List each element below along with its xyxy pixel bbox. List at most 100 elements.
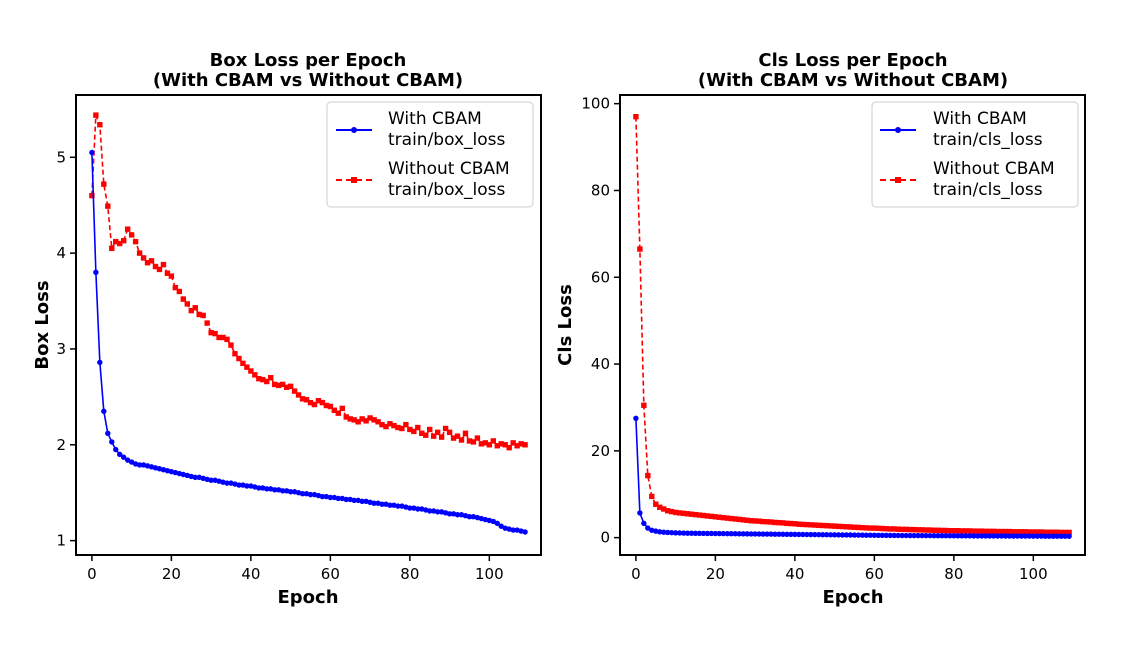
cls-loss-point-without-cbam	[1026, 529, 1033, 535]
cls-loss-x-tick-label: 0	[631, 565, 641, 583]
cls-loss-point-without-cbam	[688, 511, 695, 517]
cls-loss-point-without-cbam	[855, 524, 862, 531]
cls-loss-point-without-cbam	[736, 516, 742, 523]
box-loss-point-without-cbam	[343, 414, 349, 420]
box-loss-point-with-cbam	[113, 446, 119, 453]
cls-loss-chart: Cls Loss per Epoch (With CBAM vs Without…	[555, 50, 1086, 608]
box-loss-point-with-cbam	[494, 520, 500, 527]
box-loss-point-with-cbam	[466, 513, 473, 520]
box-loss-point-without-cbam	[136, 250, 143, 256]
cls-loss-point-without-cbam	[919, 527, 925, 533]
cls-loss-point-without-cbam	[899, 526, 905, 533]
cls-loss-point-with-cbam	[1062, 533, 1068, 539]
box-loss-point-without-cbam	[502, 442, 508, 448]
cls-loss-point-without-cbam	[657, 504, 663, 510]
box-loss-point-without-cbam	[506, 444, 512, 451]
cls-loss-point-with-cbam	[1018, 533, 1025, 539]
cls-loss-x-tick-label: 20	[706, 565, 725, 583]
cls-loss-point-with-cbam	[804, 531, 810, 538]
box-loss-point-without-cbam	[486, 442, 493, 448]
box-loss-point-without-cbam	[291, 388, 298, 394]
cls-loss-point-without-cbam	[974, 528, 981, 534]
box-loss-point-without-cbam	[124, 226, 131, 232]
cls-loss-point-with-cbam	[796, 531, 802, 538]
box-loss-point-with-cbam	[105, 430, 111, 436]
box-loss-point-with-cbam	[434, 509, 441, 515]
cls-loss-point-without-cbam	[700, 512, 707, 519]
cls-loss-point-without-cbam	[720, 514, 727, 521]
box-loss-point-without-cbam	[295, 392, 302, 398]
cls-loss-point-without-cbam	[812, 522, 818, 528]
cls-loss-point-with-cbam	[859, 532, 866, 538]
box-loss-y-axis-label: Box Loss	[32, 280, 53, 369]
cls-loss-point-with-cbam	[998, 533, 1005, 539]
cls-loss-point-without-cbam	[1022, 529, 1029, 535]
cls-loss-point-with-cbam	[895, 532, 901, 539]
box-loss-point-without-cbam	[287, 383, 294, 390]
cls-loss-point-without-cbam	[661, 506, 667, 512]
cls-loss-point-with-cbam	[847, 532, 854, 538]
box-loss-point-without-cbam	[367, 415, 373, 421]
cls-loss-point-with-cbam	[871, 532, 878, 538]
box-loss-axes-frame	[75, 94, 542, 556]
cls-loss-point-with-cbam	[680, 530, 687, 536]
cls-loss-point-with-cbam	[1002, 533, 1009, 539]
box-loss-point-without-cbam	[427, 426, 433, 433]
cls-loss-point-with-cbam	[712, 530, 719, 537]
cls-loss-point-with-cbam	[684, 530, 691, 536]
box-loss-point-with-cbam	[101, 408, 107, 414]
cls-loss-point-with-cbam	[899, 532, 905, 539]
box-loss-point-without-cbam	[144, 260, 151, 266]
cls-loss-point-without-cbam	[668, 508, 675, 515]
box-loss-point-without-cbam	[407, 426, 413, 433]
cls-loss-title-line1: Cls Loss per Epoch	[758, 50, 947, 71]
cls-loss-point-with-cbam	[756, 531, 762, 537]
cls-loss-legend-without-cbam-marker	[895, 177, 901, 183]
cls-loss-x-tick-label: 80	[944, 565, 963, 583]
box-loss-point-without-cbam	[434, 429, 441, 436]
cls-loss-point-with-cbam	[974, 533, 981, 539]
cls-loss-point-without-cbam	[752, 518, 758, 524]
cls-loss-point-without-cbam	[998, 528, 1005, 535]
cls-loss-point-without-cbam	[819, 522, 826, 529]
cls-loss-point-without-cbam	[804, 521, 810, 528]
box-loss-point-with-cbam	[319, 493, 326, 500]
cls-loss-point-with-cbam	[664, 529, 671, 536]
cls-loss-point-with-cbam	[1006, 533, 1013, 539]
box-loss-point-with-cbam	[136, 462, 143, 468]
box-loss-point-with-cbam	[415, 506, 421, 512]
box-loss-point-without-cbam	[264, 378, 270, 385]
cls-loss-point-without-cbam	[1050, 529, 1056, 535]
cls-loss-point-without-cbam	[823, 523, 830, 529]
cls-loss-point-with-cbam	[875, 532, 882, 538]
box-loss-point-without-cbam	[375, 419, 381, 425]
box-loss-legend-without-cbam-label-line2: train/box_loss	[388, 180, 506, 200]
cls-loss-title-line2: (With CBAM vs Without CBAM)	[698, 70, 1008, 91]
box-loss-point-without-cbam	[311, 401, 318, 408]
box-loss-point-with-cbam	[371, 500, 377, 506]
cls-loss-x-tick-label: 100	[1019, 565, 1048, 583]
box-loss-point-without-cbam	[101, 181, 107, 187]
cls-loss-point-with-cbam	[661, 529, 667, 535]
box-loss-point-with-cbam	[299, 490, 306, 497]
cls-loss-point-with-cbam	[788, 531, 794, 538]
box-loss-point-without-cbam	[387, 421, 393, 427]
cls-loss-point-without-cbam	[676, 510, 683, 516]
box-loss-y-tick-label: 4	[56, 244, 66, 262]
cls-loss-legend-with-cbam-label-line2: train/cls_loss	[933, 130, 1043, 150]
box-loss-x-tick-label: 20	[162, 565, 181, 583]
cls-loss-point-without-cbam	[863, 525, 870, 531]
box-loss-point-without-cbam	[232, 351, 238, 357]
cls-loss-point-with-cbam	[982, 533, 989, 539]
box-loss-point-without-cbam	[363, 418, 369, 424]
box-loss-legend-with-cbam-marker	[351, 127, 357, 133]
cls-loss-point-without-cbam	[1006, 528, 1013, 535]
cls-loss-point-with-cbam	[668, 529, 675, 536]
box-loss-point-without-cbam	[192, 305, 198, 311]
cls-loss-point-with-cbam	[1022, 533, 1029, 539]
box-loss-point-with-cbam	[224, 480, 230, 486]
box-loss-point-with-cbam	[427, 508, 433, 514]
box-loss-point-with-cbam	[379, 501, 385, 507]
cls-loss-point-with-cbam	[688, 530, 695, 536]
box-loss-point-without-cbam	[355, 419, 361, 425]
